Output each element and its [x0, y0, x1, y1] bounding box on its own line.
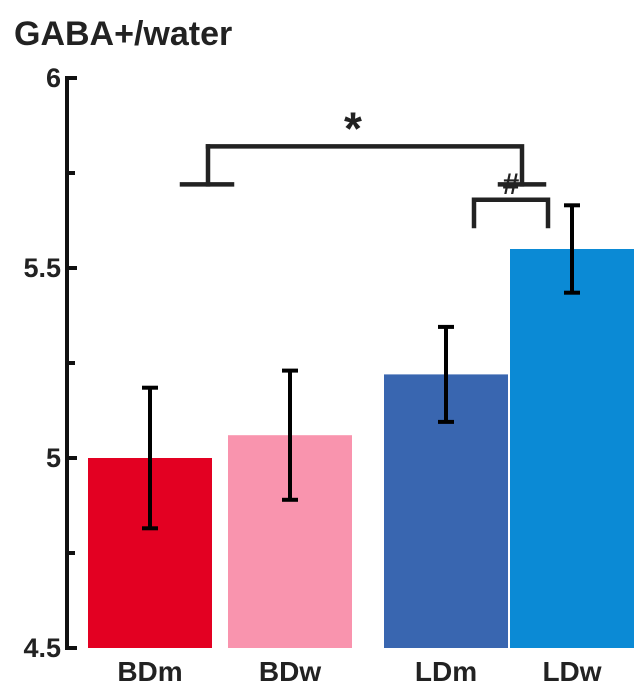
- bracket-line: [205, 144, 525, 187]
- x-tick-label-ldm: LDm: [415, 656, 477, 687]
- error-bar-bdm: [142, 385, 158, 531]
- error-bars-layer: [142, 203, 580, 531]
- significance-label-star: *: [344, 102, 362, 154]
- x-tick-label-bdm: BDm: [117, 656, 182, 687]
- y-tick-label: 5.5: [23, 253, 61, 283]
- significance-bracket-1: *: [179, 102, 547, 187]
- bars-layer: [88, 249, 634, 648]
- category-labels: BDm BDw LDm LDw: [117, 656, 601, 687]
- x-tick-label-ldw: LDw: [542, 656, 601, 687]
- error-bar-ldw: [564, 203, 580, 295]
- x-tick-label-bdw: BDw: [259, 656, 321, 687]
- chart-title: GABA+/water: [14, 15, 232, 53]
- significance-annotations: *#: [179, 102, 551, 229]
- error-bar-ldm: [438, 324, 454, 424]
- bar-ldw: [510, 249, 634, 648]
- significance-bracket-2: #: [471, 168, 551, 229]
- y-axis: 4.5 5 5.5 6: [23, 63, 77, 663]
- y-tick-label: 5: [46, 443, 61, 473]
- error-bar-bdw: [282, 368, 298, 502]
- significance-label-hash: #: [503, 168, 520, 201]
- y-tick-label: 4.5: [23, 633, 61, 663]
- y-tick-label: 6: [46, 63, 61, 93]
- bracket-line: [471, 197, 551, 229]
